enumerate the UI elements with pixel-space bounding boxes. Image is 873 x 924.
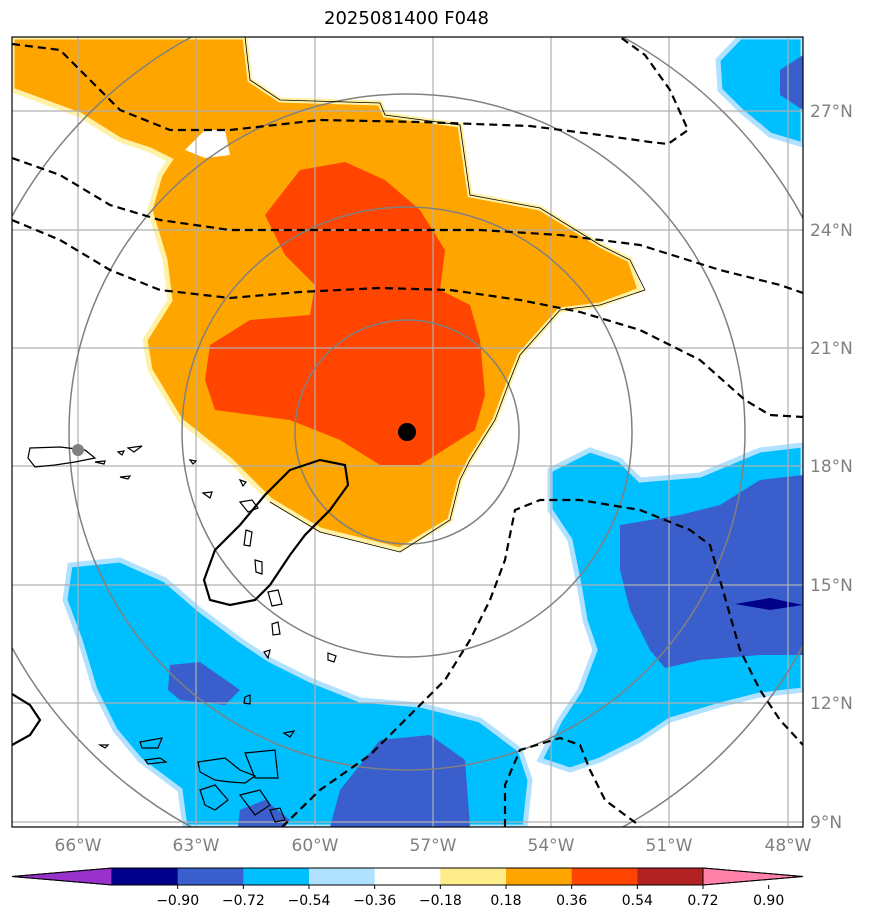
solid-contour (202, 458, 350, 607)
gridlines (12, 37, 803, 827)
colorbar-segment (374, 868, 441, 885)
colorbar: −0.90 −0.72 −0.54 −0.36 −0.18 0.18 0.36 0.54 0.7… (11, 867, 804, 909)
colorbar-segment (506, 868, 573, 885)
strong-positive-core (205, 162, 485, 465)
lon-label: 54°W (528, 836, 575, 856)
lon-label: 63°W (173, 836, 220, 856)
negative-anomaly-region-northeast (715, 37, 803, 148)
lon-label: 57°W (410, 836, 457, 856)
lon-label: 60°W (292, 836, 339, 856)
colorbar-extend-high (702, 867, 804, 886)
lat-label: 15°N (810, 576, 853, 596)
colorbar-segment (177, 868, 244, 885)
lat-label: 9°N (810, 813, 842, 833)
lat-label: 24°N (810, 221, 853, 241)
colorbar-tick-label: 0.18 (490, 893, 521, 909)
map-title: 2025081400 F048 (324, 8, 489, 29)
colorbar-segment (243, 868, 310, 885)
colorbar-tick-label: 0.54 (622, 893, 653, 909)
colorbar-segment (309, 868, 376, 885)
lat-label: 27°N (810, 102, 853, 122)
lon-labels: 66°W 63°W 60°W 57°W 54°W 51°W 48°W (55, 836, 812, 856)
lon-label: 48°W (765, 836, 812, 856)
coastlines (27, 445, 337, 823)
colorbar-tick-label: 0.90 (753, 893, 784, 909)
reference-point-marker (72, 444, 84, 456)
colorbar-segment (571, 868, 638, 885)
dashed-contours (12, 37, 803, 827)
lat-labels: 27°N 24°N 21°N 18°N 15°N 12°N 9°N (810, 102, 853, 833)
lon-label: 51°W (646, 836, 693, 856)
lon-label: 66°W (55, 836, 102, 856)
lat-label: 12°N (810, 694, 853, 714)
colorbar-segment (112, 868, 179, 885)
colorbar-tick-label: −0.18 (419, 893, 462, 909)
lat-label: 21°N (810, 339, 853, 359)
colorbar-tick-label: −0.72 (222, 893, 265, 909)
colorbar-tick-label: −0.90 (156, 893, 199, 909)
colorbar-segment (440, 868, 507, 885)
lat-label: 18°N (810, 457, 853, 477)
colorbar-tick-label: 0.72 (687, 893, 718, 909)
storm-center-marker (398, 423, 416, 441)
map-frame (11, 36, 804, 828)
colorbar-segment (637, 868, 704, 885)
colorbar-extend-low (11, 867, 113, 886)
colorbar-tick-label: −0.36 (353, 893, 396, 909)
colorbar-tick-label: −0.54 (288, 893, 331, 909)
colorbar-tick-label: 0.36 (556, 893, 587, 909)
map-panel (12, 37, 803, 827)
range-rings (12, 37, 803, 827)
